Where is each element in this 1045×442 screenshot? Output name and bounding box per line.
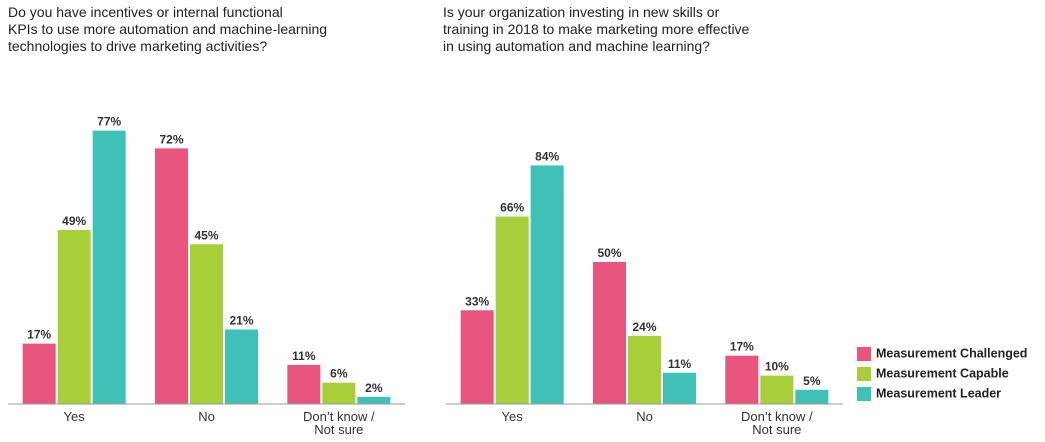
bar bbox=[22, 343, 56, 404]
chart-title: Do you have incentives or internal funct… bbox=[8, 4, 328, 54]
data-label: 33% bbox=[465, 294, 489, 308]
legend-label: Measurement Challenged bbox=[876, 346, 1027, 360]
bar bbox=[57, 230, 91, 404]
bar bbox=[155, 148, 188, 404]
x-tick-label: Yes bbox=[63, 409, 85, 424]
bar bbox=[725, 355, 759, 404]
data-label: 66% bbox=[500, 201, 524, 215]
bar bbox=[92, 130, 126, 404]
bar bbox=[460, 310, 494, 404]
bar bbox=[628, 335, 661, 404]
data-label: 72% bbox=[159, 132, 183, 146]
legend-swatch bbox=[857, 387, 871, 401]
chart-title: Is your organization investing in new sk… bbox=[443, 4, 750, 54]
bar bbox=[663, 372, 696, 404]
legend-label: Measurement Capable bbox=[876, 366, 1009, 380]
data-label: 24% bbox=[632, 320, 656, 334]
bar bbox=[593, 262, 626, 404]
data-label: 5% bbox=[803, 374, 821, 388]
bar bbox=[530, 165, 564, 404]
bar bbox=[287, 364, 321, 404]
x-tick-label: No bbox=[636, 409, 653, 424]
x-tick-label: Don’t know / Not sure bbox=[741, 409, 813, 437]
data-label: 11% bbox=[668, 357, 692, 371]
bar bbox=[495, 216, 529, 404]
bar bbox=[795, 389, 829, 404]
data-label: 17% bbox=[730, 340, 754, 354]
data-label: 49% bbox=[62, 214, 86, 228]
data-label: 2% bbox=[365, 381, 383, 395]
data-label: 6% bbox=[330, 367, 348, 381]
bar bbox=[760, 375, 794, 404]
legend-swatch bbox=[857, 347, 871, 361]
data-label: 10% bbox=[765, 360, 789, 374]
bar bbox=[225, 329, 258, 404]
data-label: 11% bbox=[292, 349, 316, 363]
data-label: 84% bbox=[535, 149, 559, 163]
data-label: 45% bbox=[194, 228, 218, 242]
bar bbox=[322, 382, 356, 404]
legend-label: Measurement Leader bbox=[876, 386, 1001, 400]
bar bbox=[190, 244, 223, 404]
bar bbox=[357, 396, 391, 404]
data-label: 21% bbox=[229, 313, 253, 327]
data-label: 50% bbox=[597, 246, 621, 260]
data-label: 17% bbox=[27, 328, 51, 342]
x-tick-label: No bbox=[198, 409, 215, 424]
data-label: 77% bbox=[97, 115, 121, 129]
legend-swatch bbox=[857, 367, 871, 381]
x-tick-label: Don’t know / Not sure bbox=[303, 409, 375, 437]
x-tick-label: Yes bbox=[501, 409, 523, 424]
